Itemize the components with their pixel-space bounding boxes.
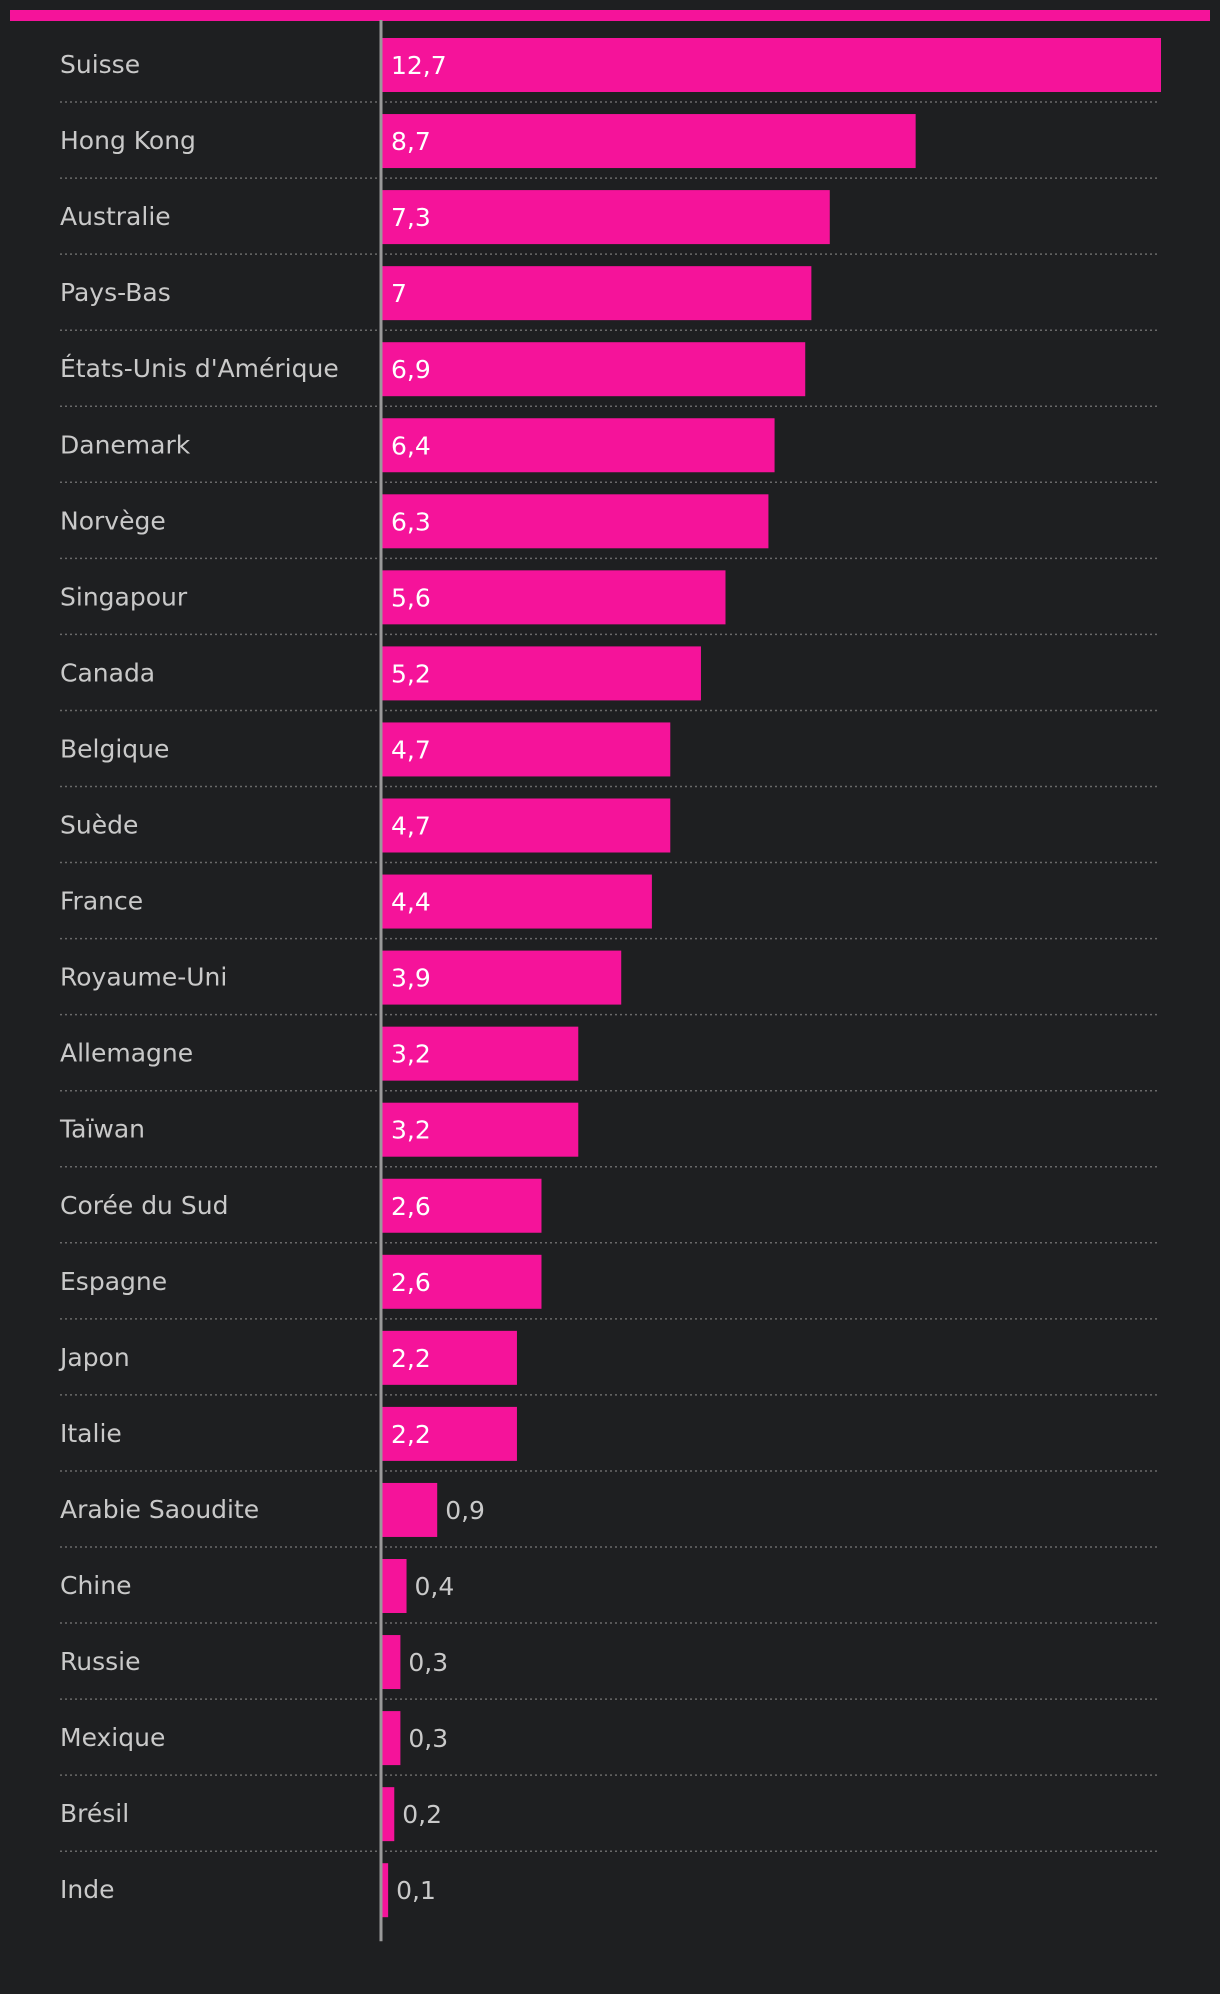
category-label: Mexique bbox=[60, 1723, 165, 1752]
category-label: Danemark bbox=[60, 430, 191, 459]
bar bbox=[382, 1026, 579, 1081]
value-label: 7,3 bbox=[391, 203, 431, 232]
category-label: Singapour bbox=[60, 582, 188, 611]
bar bbox=[382, 494, 769, 549]
bar bbox=[382, 190, 830, 245]
category-label: Norvège bbox=[60, 506, 166, 535]
value-label: 0,3 bbox=[408, 1724, 448, 1753]
bar bbox=[382, 874, 652, 929]
category-label: Suisse bbox=[60, 50, 140, 79]
value-label: 2,6 bbox=[391, 1192, 431, 1221]
category-label: Arabie Saoudite bbox=[60, 1495, 259, 1524]
bar bbox=[382, 722, 671, 777]
category-label: Inde bbox=[60, 1875, 114, 1904]
category-label: Allemagne bbox=[60, 1039, 193, 1068]
value-label: 3,9 bbox=[391, 964, 431, 993]
category-label: France bbox=[60, 887, 143, 916]
category-label: Taïwan bbox=[59, 1115, 145, 1144]
bar bbox=[382, 418, 775, 473]
bar bbox=[382, 570, 726, 625]
bar bbox=[382, 798, 671, 853]
category-label: Corée du Sud bbox=[60, 1191, 228, 1220]
bar bbox=[382, 1254, 542, 1309]
value-label: 12,7 bbox=[391, 51, 447, 80]
category-label: Russie bbox=[60, 1647, 140, 1676]
bar bbox=[382, 1635, 401, 1690]
category-label: États-Unis d'Amérique bbox=[60, 354, 339, 383]
value-label: 0,9 bbox=[445, 1496, 485, 1525]
bar bbox=[382, 1102, 579, 1157]
bar bbox=[382, 1406, 517, 1461]
category-label: Pays-Bas bbox=[60, 278, 171, 307]
bar bbox=[382, 1711, 401, 1766]
bar bbox=[382, 266, 812, 321]
bar bbox=[382, 1787, 395, 1842]
bar bbox=[382, 1559, 407, 1613]
category-label: Hong Kong bbox=[60, 126, 196, 155]
value-label: 5,2 bbox=[391, 659, 431, 688]
value-label: 8,7 bbox=[391, 127, 431, 156]
value-label: 0,1 bbox=[396, 1876, 436, 1905]
bar bbox=[382, 1178, 542, 1233]
value-label: 2,2 bbox=[391, 1344, 431, 1373]
value-label: 3,2 bbox=[391, 1040, 431, 1069]
category-label: Belgique bbox=[60, 734, 169, 763]
category-label: Espagne bbox=[60, 1267, 167, 1296]
bar bbox=[382, 342, 806, 397]
category-label: Canada bbox=[60, 658, 155, 687]
value-label: 5,6 bbox=[391, 583, 431, 612]
bar bbox=[382, 1482, 438, 1537]
category-label: Chine bbox=[60, 1571, 131, 1600]
value-label: 6,3 bbox=[391, 507, 431, 536]
value-label: 0,3 bbox=[408, 1648, 448, 1677]
value-label: 6,4 bbox=[391, 431, 431, 460]
value-label: 7 bbox=[391, 279, 407, 308]
value-label: 0,4 bbox=[415, 1572, 455, 1601]
category-label: Italie bbox=[60, 1419, 122, 1448]
category-label: Suède bbox=[60, 811, 138, 840]
bar bbox=[382, 38, 1161, 92]
top-accent-bar bbox=[10, 10, 1210, 21]
value-label: 6,9 bbox=[391, 355, 431, 384]
bar bbox=[382, 950, 622, 1005]
value-label: 4,4 bbox=[391, 888, 431, 917]
category-label: Royaume-Uni bbox=[60, 963, 227, 992]
category-label: Japon bbox=[58, 1343, 130, 1372]
category-label: Brésil bbox=[60, 1799, 129, 1828]
value-label: 3,2 bbox=[391, 1116, 431, 1145]
bar bbox=[382, 1863, 389, 1918]
bar bbox=[382, 646, 701, 701]
bar bbox=[382, 114, 916, 169]
value-label: 2,6 bbox=[391, 1268, 431, 1297]
category-label: Australie bbox=[60, 202, 171, 231]
value-label: 4,7 bbox=[391, 812, 431, 841]
value-label: 2,2 bbox=[391, 1420, 431, 1449]
value-label: 4,7 bbox=[391, 735, 431, 764]
value-label: 0,2 bbox=[402, 1800, 442, 1829]
bar bbox=[382, 1330, 517, 1385]
